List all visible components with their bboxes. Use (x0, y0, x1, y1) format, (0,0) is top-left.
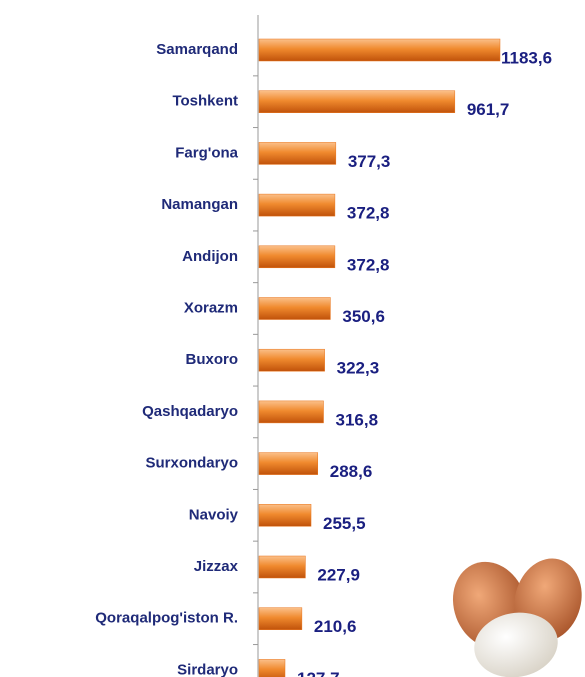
bar (259, 504, 311, 526)
category-label: Xorazm (184, 299, 238, 316)
category-label: Samarqand (156, 41, 238, 58)
bar (259, 298, 330, 320)
bar (259, 453, 318, 475)
value-label: 377,3 (348, 152, 391, 171)
category-label: Navoiy (189, 506, 239, 523)
bar (259, 349, 325, 371)
value-label: 350,6 (342, 307, 385, 326)
category-label: Toshkent (172, 93, 238, 110)
value-label: 1183,6 (501, 48, 552, 67)
category-label: Jizzax (194, 558, 239, 575)
value-label: 127,7 (297, 669, 340, 677)
chart: Samarqand 1183,6 Toshkent 961,7 Farg'ona 377,… (0, 0, 585, 677)
bar (259, 91, 455, 113)
value-label: 372,8 (347, 204, 390, 223)
value-label: 227,9 (317, 565, 360, 584)
page: {"chart_data": {"type": "bar", "orientat… (0, 0, 585, 677)
bar (259, 246, 335, 268)
bar (259, 194, 335, 216)
value-label: 210,6 (314, 617, 357, 636)
bar (259, 401, 324, 423)
category-label: Namangan (161, 196, 238, 213)
bar (259, 39, 500, 61)
category-label: Surxondaryo (145, 455, 238, 472)
category-label: Qoraqalpog'iston R. (95, 610, 238, 627)
bar (259, 608, 302, 630)
bar (259, 659, 285, 677)
bar (259, 142, 336, 164)
category-label: Farg'ona (175, 144, 238, 161)
category-label: Andijon (182, 248, 238, 265)
value-label: 372,8 (347, 255, 390, 274)
eggs-illustration (441, 551, 585, 677)
category-label: Qashqadaryo (142, 403, 238, 420)
category-label: Sirdaryo (177, 661, 238, 677)
value-label: 322,3 (337, 359, 380, 378)
bar (259, 556, 305, 578)
value-label: 316,8 (336, 410, 379, 429)
value-label: 255,5 (323, 514, 366, 533)
value-label: 961,7 (467, 100, 510, 119)
value-label: 288,6 (330, 462, 373, 481)
category-label: Buxoro (186, 351, 239, 368)
